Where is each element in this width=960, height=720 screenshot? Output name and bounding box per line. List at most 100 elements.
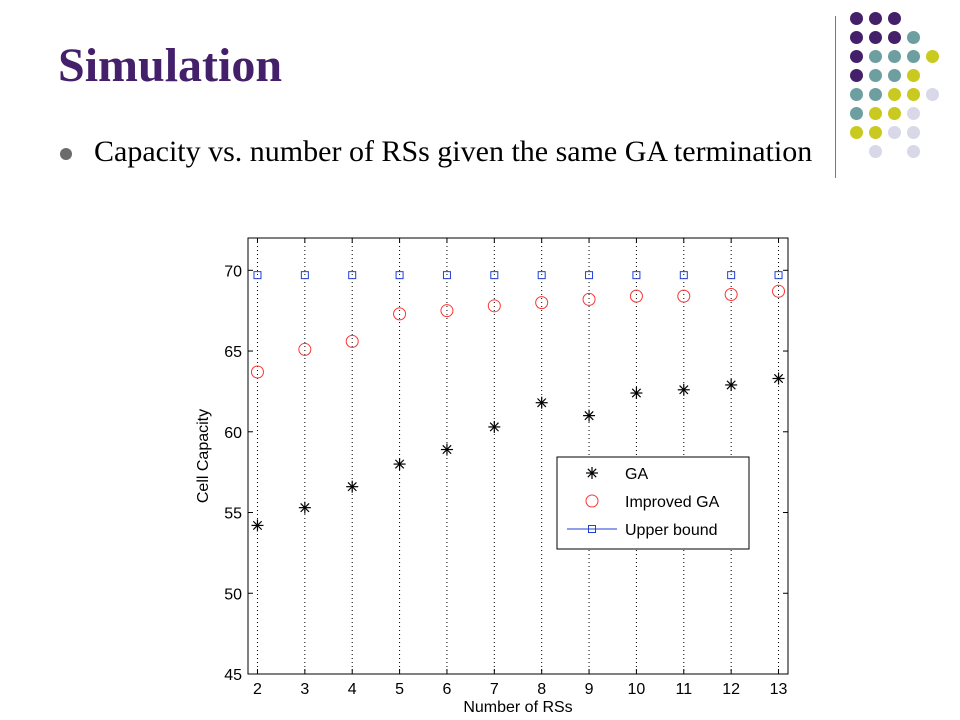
decorative-dot [869, 88, 882, 101]
x-tick-label: 4 [348, 681, 357, 698]
decorative-dot [907, 145, 920, 158]
slide-title: Simulation [58, 39, 283, 92]
data-point-upper-bound [632, 271, 641, 280]
bullet-text: Capacity vs. number of RSs given the sam… [94, 135, 813, 168]
data-point-ga [489, 422, 499, 432]
legend-label: Upper bound [625, 522, 718, 539]
header-divider [835, 16, 836, 178]
data-point-ga [726, 380, 736, 390]
x-axis-label: Number of RSs [463, 699, 572, 715]
data-point-upper-bound [537, 271, 546, 280]
decorative-dot [926, 50, 939, 63]
data-point-improved-ga [629, 289, 643, 303]
x-tick-label: 12 [722, 681, 740, 698]
decorative-dot [907, 69, 920, 82]
decorative-dot [888, 12, 901, 25]
decorative-dot [850, 107, 863, 120]
data-point-ga [537, 398, 547, 408]
data-point-improved-ga [772, 284, 786, 298]
x-tick-label: 10 [628, 681, 646, 698]
legend-box [556, 456, 750, 550]
data-point-ga [300, 503, 310, 513]
decorative-dot [926, 88, 939, 101]
data-point-ga [773, 373, 784, 384]
data-point-ga [252, 520, 263, 531]
decorative-dot [888, 126, 901, 139]
decorative-dot [850, 50, 863, 63]
x-tick-label: 8 [537, 681, 546, 698]
decorative-dot [888, 107, 901, 120]
decorative-dot [869, 126, 882, 139]
plot-area [248, 238, 788, 674]
decorative-dot [869, 12, 882, 25]
decorative-dot [850, 31, 863, 44]
data-point-improved-ga [298, 342, 312, 356]
decorative-dot [888, 69, 901, 82]
legend-marker [588, 525, 596, 533]
data-point-upper-bound [490, 271, 499, 280]
decorative-dot [850, 126, 863, 139]
y-tick-label: 45 [224, 667, 242, 684]
decorative-dot [869, 50, 882, 63]
y-tick-label: 60 [224, 425, 242, 442]
x-tick-label: 5 [395, 681, 404, 698]
y-tick-label: 50 [224, 586, 242, 603]
decorative-dot [907, 88, 920, 101]
legend-label: GA [625, 466, 648, 483]
x-tick-label: 11 [675, 681, 692, 698]
data-point-ga [631, 388, 642, 398]
decorative-dot [907, 107, 920, 120]
decorative-dot [888, 50, 901, 63]
decorative-dot [907, 31, 920, 44]
legend-label: Improved GA [625, 494, 720, 511]
y-tick-label: 70 [224, 263, 242, 280]
data-point-upper-bound [774, 271, 783, 280]
x-tick-label: 6 [442, 681, 451, 698]
axes-frame [247, 237, 789, 675]
data-point-improved-ga [487, 299, 501, 313]
data-point-improved-ga [250, 365, 264, 379]
decorative-dot [850, 88, 863, 101]
data-point-ga [394, 459, 405, 469]
data-point-upper-bound [727, 271, 736, 280]
x-tick-label: 2 [253, 681, 262, 698]
data-point-improved-ga [440, 304, 454, 318]
data-point-upper-bound [585, 271, 594, 280]
x-tick-label: 13 [770, 681, 788, 698]
data-point-upper-bound [442, 271, 451, 280]
data-point-ga [442, 444, 452, 455]
data-point-ga [347, 482, 357, 492]
data-point-improved-ga [677, 289, 691, 303]
data-point-ga [679, 385, 689, 395]
legend-marker [585, 494, 599, 508]
y-tick-label: 55 [224, 506, 242, 523]
data-point-improved-ga [724, 288, 738, 302]
bullet-point [60, 148, 72, 160]
data-point-improved-ga [393, 307, 407, 321]
data-point-upper-bound [253, 271, 262, 280]
data-point-ga [584, 411, 594, 421]
data-point-upper-bound [395, 271, 404, 280]
decorative-dot [869, 69, 882, 82]
y-axis-label: Cell Capacity [195, 409, 212, 503]
x-tick-label: 3 [300, 681, 309, 698]
data-point-upper-bound [300, 271, 309, 280]
decorative-dot [850, 69, 863, 82]
data-point-upper-bound [679, 271, 688, 280]
decorative-dot [850, 12, 863, 25]
decorative-dot [907, 50, 920, 63]
data-point-improved-ga [345, 334, 359, 348]
legend-marker [587, 468, 597, 478]
data-point-improved-ga [535, 296, 549, 310]
data-point-improved-ga [582, 292, 596, 306]
x-tick-label: 7 [490, 681, 499, 698]
decorative-dot [907, 126, 920, 139]
decorative-dot [869, 145, 882, 158]
x-tick-label: 9 [585, 681, 594, 698]
decorative-dot [869, 31, 882, 44]
decorative-dot [888, 31, 901, 44]
decorative-dot [888, 88, 901, 101]
decorative-dot [869, 107, 882, 120]
y-tick-label: 65 [224, 344, 242, 361]
